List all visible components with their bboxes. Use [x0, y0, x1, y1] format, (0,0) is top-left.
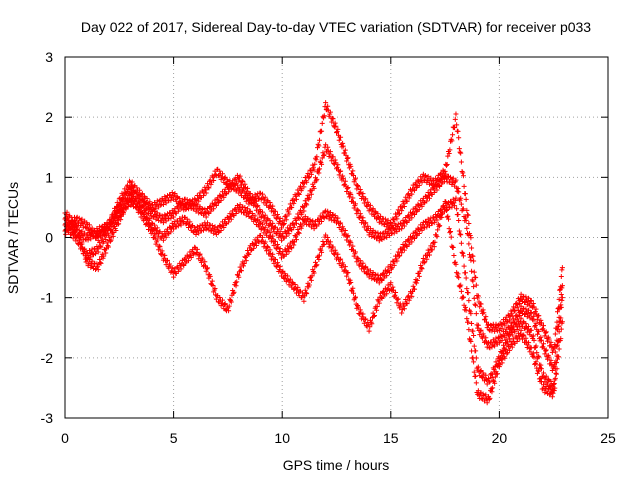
grid — [65, 57, 608, 418]
y-tick-label: 3 — [45, 49, 53, 65]
plot-area — [65, 57, 608, 418]
x-tick-label: 15 — [383, 430, 399, 446]
x-tick-label: 0 — [61, 430, 69, 446]
y-tick-label: 2 — [45, 109, 53, 125]
tick-labels: 0 5 10 15 20 25 -3 -2 -1 0 1 2 3 — [41, 49, 616, 446]
x-tick-label: 10 — [274, 430, 290, 446]
y-tick-label: -3 — [41, 410, 54, 426]
x-tick-label: 5 — [170, 430, 178, 446]
x-tick-label: 20 — [492, 430, 508, 446]
chart-title: Day 022 of 2017, Sidereal Day-to-day VTE… — [81, 19, 591, 35]
x-axis-label: GPS time / hours — [283, 457, 390, 473]
y-tick-label: -1 — [41, 290, 54, 306]
y-tick-label: 1 — [45, 169, 53, 185]
plot-frame — [64, 56, 609, 419]
y-axis-label: SDTVAR / TECUs — [5, 182, 21, 294]
y-tick-label: 0 — [45, 230, 53, 246]
x-tick-label: 25 — [600, 430, 616, 446]
y-tick-label: -2 — [41, 350, 54, 366]
